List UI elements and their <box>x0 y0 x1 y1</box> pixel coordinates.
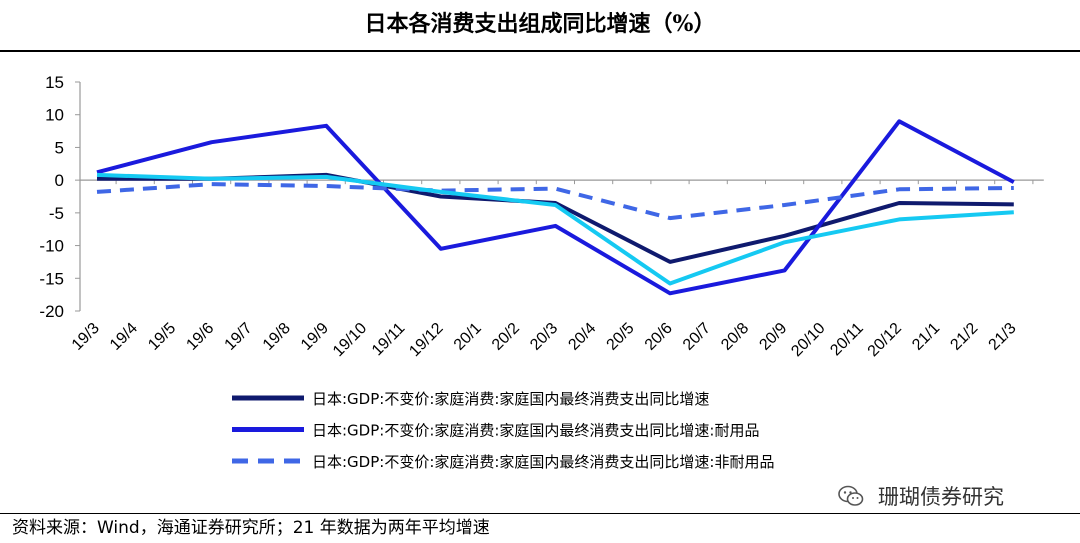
x-tick-label: 19/6 <box>183 320 217 354</box>
y-tick-label: 15 <box>45 73 64 92</box>
footer-divider <box>0 513 1080 514</box>
x-tick-label: 21/1 <box>909 320 943 354</box>
x-tick-label: 19/7 <box>222 320 256 354</box>
y-tick-label: -5 <box>49 204 64 223</box>
x-tick-label: 20/5 <box>604 320 638 354</box>
x-tick-label: 19/12 <box>406 320 446 360</box>
wechat-icon <box>838 485 864 506</box>
x-tick-label: 19/5 <box>145 320 179 354</box>
y-tick-label: 0 <box>55 171 64 190</box>
x-tick-label: 20/4 <box>565 320 599 354</box>
line-chart: 19/3 19/4 19/5 19/6 19/7 19/8 19/919/1019/1119… <box>39 73 1044 471</box>
x-tick-label: 19/11 <box>369 320 409 360</box>
series-line-3 <box>96 182 1014 221</box>
chart-legend: 日本:GDP:不变价:家庭消费:家庭国内最终消费支出同比增速日本:GDP:不变价… <box>232 390 775 471</box>
x-tick-label: 20/1 <box>451 320 485 354</box>
chart-title: 日本各消费支出组成同比增速（%） <box>364 11 716 37</box>
x-tick-label: 19/8 <box>260 320 294 354</box>
y-tick-label: -10 <box>39 237 64 256</box>
chart-axes <box>79 82 1044 311</box>
y-tick-label: -15 <box>39 269 64 288</box>
legend-label-3: 日本:GDP:不变价:家庭消费:家庭国内最终消费支出同比增速:非耐用品 <box>312 453 775 471</box>
y-tick-label: 10 <box>45 106 64 125</box>
watermark-text: 珊瑚债券研究 <box>878 485 1004 509</box>
source-note: 资料来源：Wind，海通证券研究所；21 年数据为两年平均增速 <box>12 518 490 538</box>
x-tick-label: 19/9 <box>298 320 332 354</box>
x-tick-label: 21/3 <box>986 320 1020 354</box>
watermark: 珊瑚债券研究 <box>838 480 1004 512</box>
series-lines <box>96 119 1015 296</box>
y-axis-ticks: 15 10 5 0 -5 -10 -15 -20 <box>39 73 80 321</box>
y-tick-label: -20 <box>39 302 64 321</box>
x-tick-label: 19/10 <box>330 320 370 360</box>
x-tick-label: 19/3 <box>69 320 103 354</box>
x-tick-label: 20/7 <box>680 320 714 354</box>
x-tick-label: 20/3 <box>527 320 561 354</box>
x-tick-label: 20/6 <box>642 320 676 354</box>
y-tick-label: 5 <box>55 138 64 157</box>
series-line-1 <box>97 172 1014 264</box>
x-tick-label: 20/11 <box>827 320 867 360</box>
series-line-2 <box>96 119 1015 296</box>
x-tick-label: 20/8 <box>718 320 752 354</box>
legend-label-1: 日本:GDP:不变价:家庭消费:家庭国内最终消费支出同比增速 <box>312 390 709 408</box>
legend-label-2: 日本:GDP:不变价:家庭消费:家庭国内最终消费支出同比增速:耐用品 <box>312 422 760 440</box>
x-tick-label: 20/12 <box>865 320 905 360</box>
x-tick-label: 20/2 <box>489 320 523 354</box>
x-tick-label: 20/9 <box>756 320 790 354</box>
x-tick-label: 20/10 <box>788 320 828 360</box>
x-tick-label: 21/2 <box>947 320 981 354</box>
x-tick-label: 19/4 <box>107 320 141 354</box>
series-line-4 <box>96 172 1014 286</box>
title-divider <box>0 50 1080 52</box>
